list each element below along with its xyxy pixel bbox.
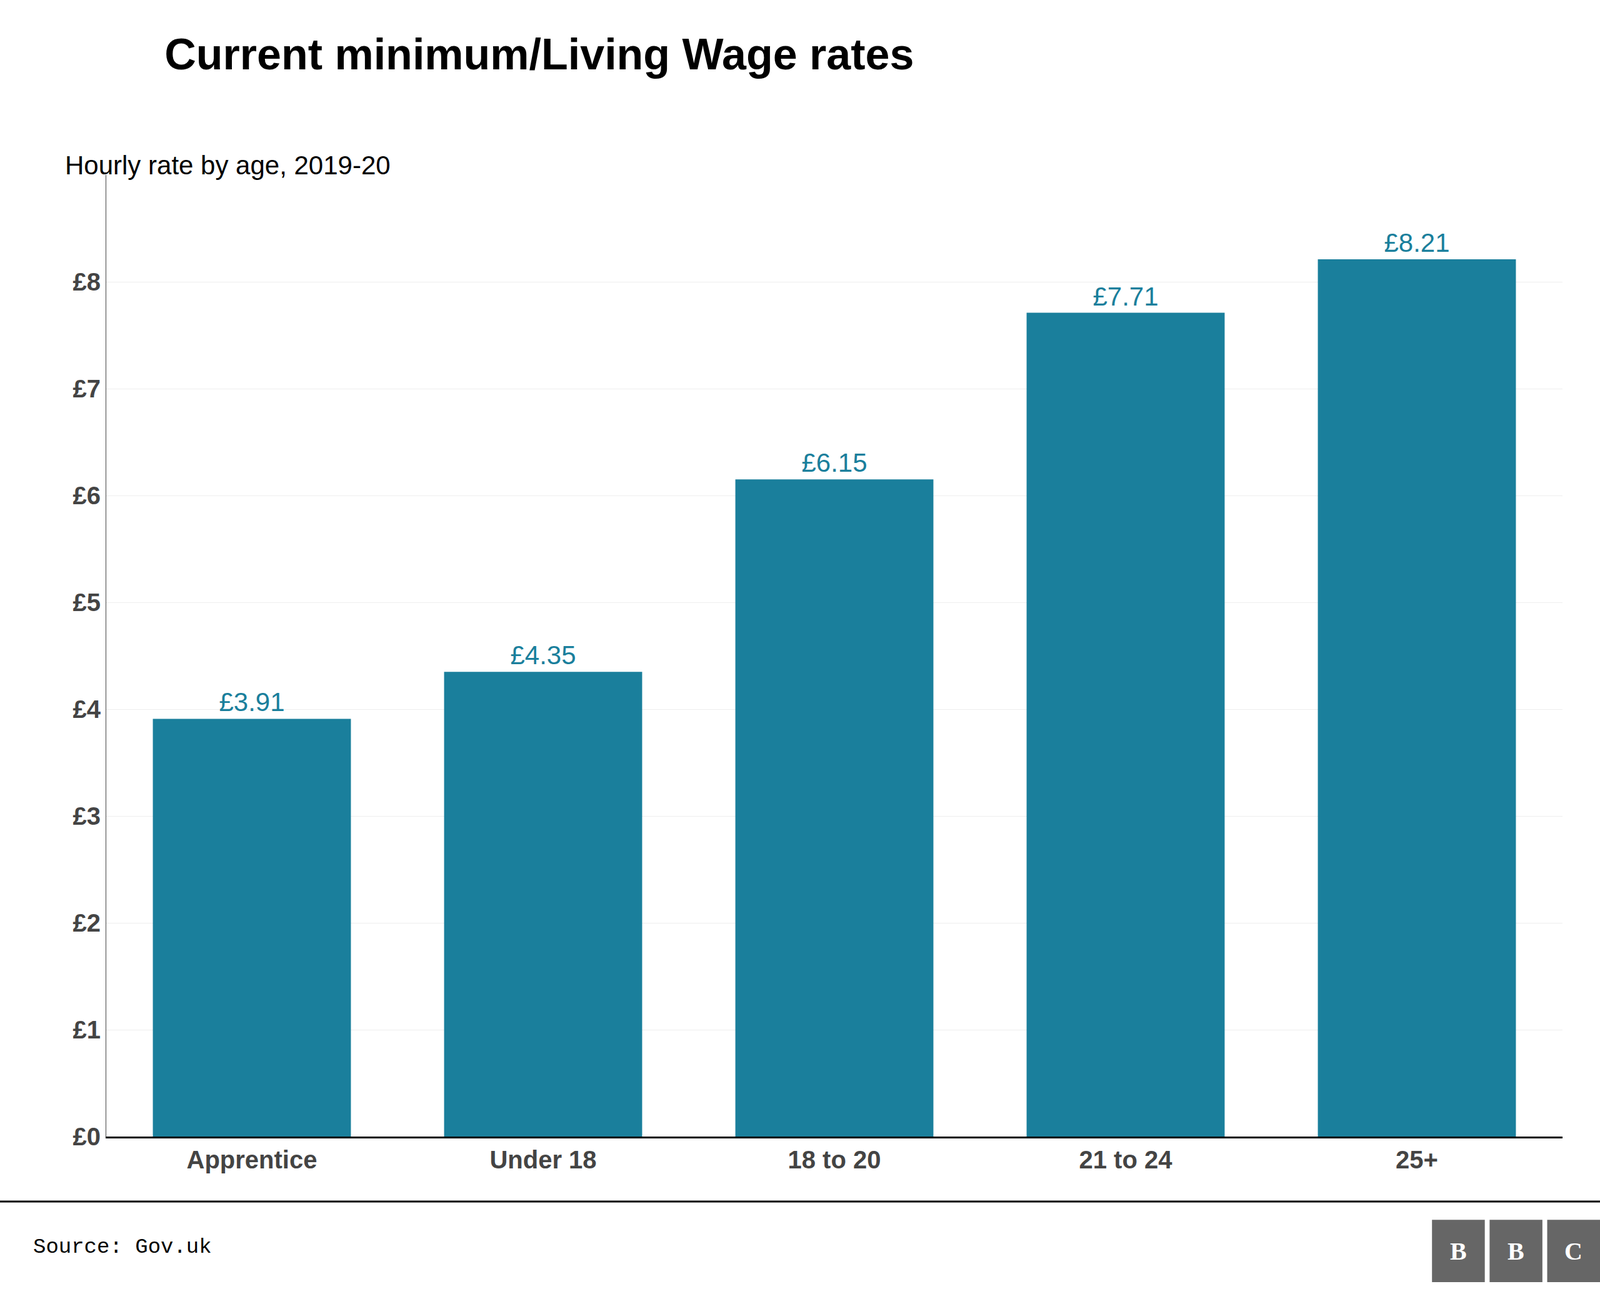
- svg-text:£4: £4: [73, 695, 102, 724]
- svg-text:B: B: [1507, 1237, 1525, 1266]
- svg-text:B: B: [1450, 1237, 1467, 1266]
- svg-text:Source: Gov.uk: Source: Gov.uk: [33, 1235, 212, 1260]
- svg-text:C: C: [1564, 1237, 1583, 1266]
- svg-text:£0: £0: [73, 1123, 102, 1151]
- svg-text:£2: £2: [73, 909, 102, 937]
- svg-text:£3: £3: [73, 802, 102, 830]
- svg-text:Under 18: Under 18: [489, 1146, 597, 1174]
- svg-text:£7.71: £7.71: [1092, 281, 1159, 312]
- svg-text:£6: £6: [73, 481, 102, 510]
- svg-text:18 to 20: 18 to 20: [788, 1146, 882, 1174]
- svg-text:£6.15: £6.15: [801, 448, 867, 478]
- svg-text:Current minimum/Living Wage ra: Current minimum/Living Wage rates: [164, 30, 914, 79]
- svg-text:£3.91: £3.91: [218, 687, 285, 717]
- svg-text:£1: £1: [73, 1016, 102, 1044]
- svg-text:£8: £8: [73, 268, 102, 296]
- svg-text:£8.21: £8.21: [1383, 228, 1450, 258]
- svg-text:21 to 24: 21 to 24: [1079, 1146, 1174, 1174]
- svg-text:£7: £7: [73, 375, 102, 403]
- svg-text:£5: £5: [73, 588, 102, 617]
- svg-text:25+: 25+: [1395, 1146, 1439, 1174]
- svg-text:£4.35: £4.35: [510, 640, 576, 670]
- svg-text:Hourly rate by age, 2019-20: Hourly rate by age, 2019-20: [65, 150, 391, 180]
- svg-text:Apprentice: Apprentice: [186, 1146, 318, 1174]
